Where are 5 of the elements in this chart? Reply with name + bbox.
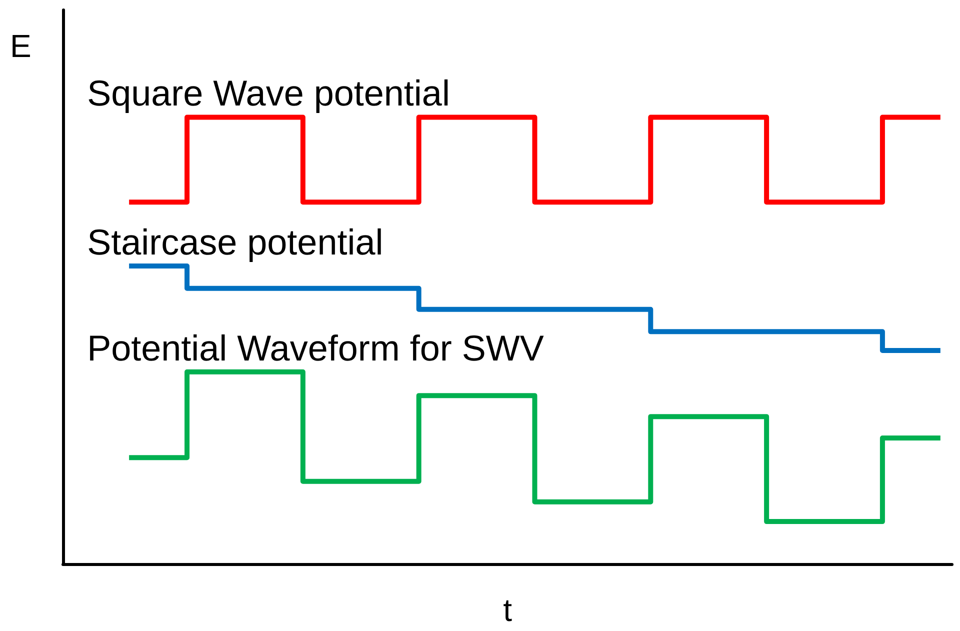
series-label: Potential Waveform for SWV — [87, 327, 544, 368]
series-label: Square Wave potential — [87, 72, 450, 114]
y-axis-title: E — [10, 28, 32, 64]
x-axis-title: t — [503, 592, 512, 628]
series-label: Staircase potential — [87, 222, 384, 262]
